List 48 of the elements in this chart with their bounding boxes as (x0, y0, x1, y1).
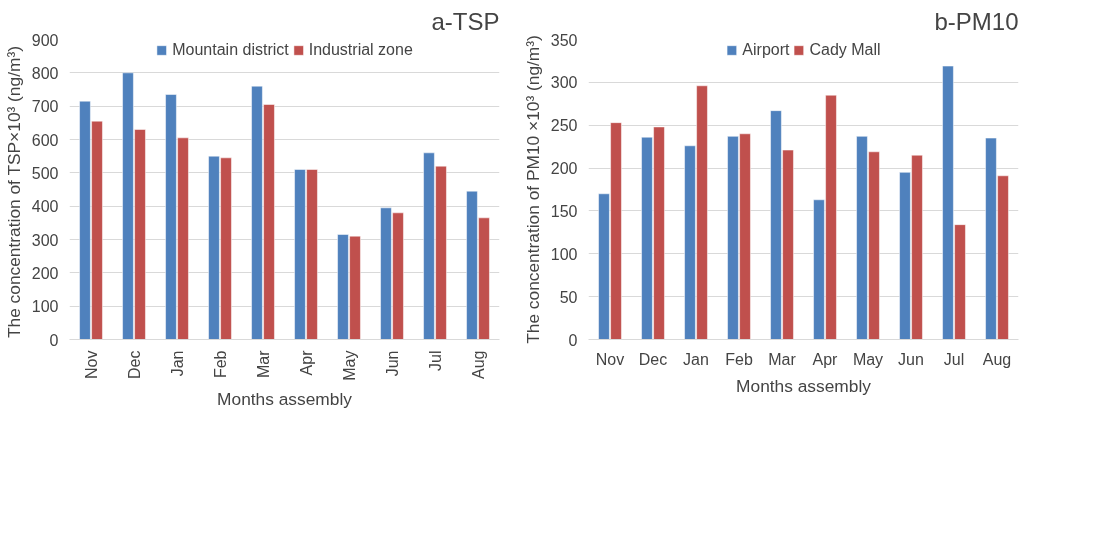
y-tick-label: 300 (31, 231, 59, 249)
x-tick-label: Aug (469, 350, 487, 379)
x-tick-label: Jul (426, 350, 444, 371)
y-tick-label: 100 (550, 245, 578, 263)
x-tick-label: Mar (768, 350, 797, 368)
x-tick-label: Jun (383, 350, 401, 377)
x-tick-label: Nov (595, 350, 625, 368)
x-tick-label: May (340, 350, 358, 381)
y-tick-label: 800 (31, 64, 59, 82)
x-tick-label: Dec (125, 350, 143, 379)
x-tick-label: Aug (982, 350, 1012, 368)
x-tick-label: May (852, 350, 884, 368)
y-tick-label: 900 (31, 31, 59, 49)
x-tick-label: Jun (898, 350, 924, 368)
y-tick-label: 250 (550, 117, 578, 135)
y-tick-label: 0 (568, 331, 578, 349)
x-axis-title: Months assembly (736, 375, 872, 396)
y-tick-label: 150 (550, 202, 578, 220)
y-axis-title: The concentration of PM10 ×10³ (ng/m³) (522, 35, 543, 344)
x-tick-label: Jan (683, 350, 709, 368)
y-tick-label: 0 (49, 331, 59, 349)
x-tick-label: Feb (211, 350, 229, 379)
x-axis-title: Months assembly (217, 388, 353, 409)
x-tick-label: Jul (943, 350, 965, 368)
x-tick-label: Dec (638, 350, 668, 368)
y-tick-label: 200 (550, 160, 578, 178)
y-tick-label: 100 (31, 298, 59, 316)
y-tick-label: 200 (31, 264, 59, 282)
legend-label: Mountain district (172, 41, 289, 59)
y-tick-label: 500 (31, 164, 59, 182)
y-tick-label: 700 (31, 98, 59, 116)
x-tick-label: Nov (82, 350, 100, 379)
y-tick-label: 400 (31, 198, 59, 216)
y-axis-title: The concentration of TSP×10³ (ng/m³) (3, 46, 24, 339)
x-tick-label: Jan (168, 350, 186, 377)
legend-label: Airport (742, 41, 790, 59)
x-tick-label: Feb (725, 350, 753, 368)
y-tick-label: 300 (550, 74, 578, 92)
x-tick-label: Apr (297, 349, 315, 376)
y-tick-label: 350 (550, 31, 578, 49)
chart-title: a-TSP (431, 7, 500, 35)
x-tick-label: Apr (812, 350, 839, 368)
chart-title: b-PM10 (934, 7, 1019, 35)
x-tick-label: Mar (254, 349, 272, 379)
y-tick-label: 600 (31, 131, 59, 149)
legend-label: Cady Mall (809, 41, 881, 59)
legend-label: Industrial zone (308, 41, 413, 59)
y-tick-label: 50 (559, 288, 578, 306)
